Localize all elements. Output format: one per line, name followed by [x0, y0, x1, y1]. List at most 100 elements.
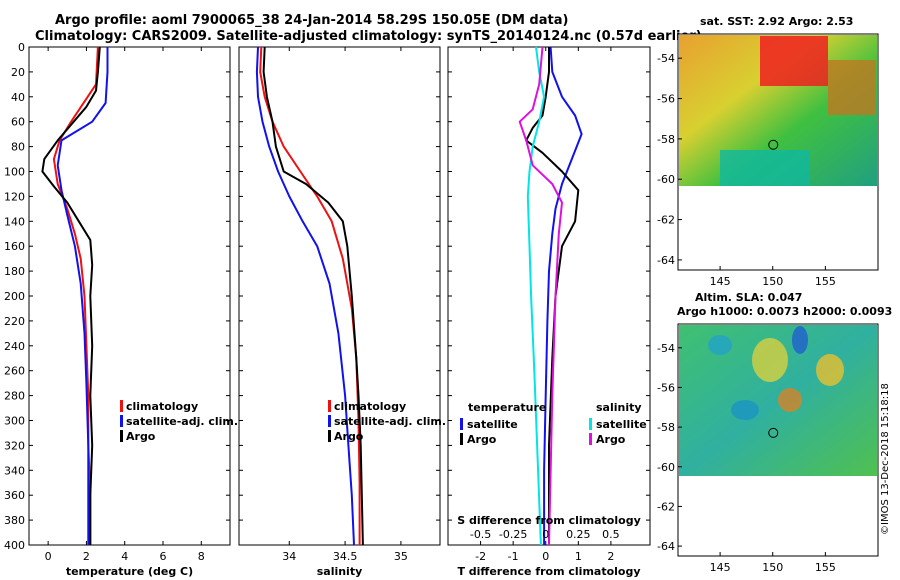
- legend-label: Argo: [126, 430, 156, 443]
- series-line-climatology: [259, 46, 361, 545]
- x-axis-label: salinity: [317, 565, 363, 578]
- title-line-2: Climatology: CARS2009. Satellite-adjuste…: [35, 29, 702, 44]
- x-tick-label: 2: [83, 550, 90, 563]
- x-axis-label: temperature (deg C): [66, 565, 193, 578]
- legend-label: satellite-adj. clim.: [334, 415, 446, 428]
- map-y-tick-label: -62: [657, 500, 675, 513]
- map-y-tick-label: -60: [657, 173, 675, 186]
- series-line-satellite-s-: [526, 46, 546, 546]
- legend-label: satellite: [467, 418, 518, 431]
- y-tick-label: 140: [4, 215, 25, 228]
- legend-swatch: [589, 418, 592, 430]
- legend-swatch: [328, 415, 331, 427]
- y-tick-label: 120: [4, 190, 25, 203]
- sla-eddy: [778, 388, 802, 412]
- y-tick-label: 100: [4, 166, 25, 179]
- secondary-tick-label: -0.25: [499, 528, 527, 541]
- sla-eddy: [816, 354, 844, 386]
- map-y-tick-label: -56: [657, 93, 675, 106]
- sst-map-panel: sat. SST: 2.92 Argo: 2.53 -54 -56 -58 -60 -6…: [657, 15, 879, 288]
- x-tick-label: 0: [542, 550, 549, 563]
- y-tick-label: 360: [4, 489, 25, 502]
- series-line-satellite-adj-clim-: [56, 47, 109, 545]
- x-tick-label: 0: [45, 550, 52, 563]
- map-y-tick-label: -54: [657, 342, 675, 355]
- x-tick-label: 4: [121, 550, 128, 563]
- series-line-argo: [41, 46, 101, 545]
- sla-eddy: [752, 338, 788, 382]
- sst-warm-patch: [760, 36, 828, 86]
- y-tick-label: 260: [4, 365, 25, 378]
- legend-label: Argo: [596, 433, 626, 446]
- sla-eddy: [708, 335, 732, 355]
- y-tick-label: 60: [11, 116, 25, 129]
- secondary-tick-label: 0.5: [602, 528, 620, 541]
- x-tick-label: 34: [282, 550, 296, 563]
- map-x-tick-label: 150: [762, 561, 783, 574]
- x-tick-label: 34.5: [333, 550, 358, 563]
- sst-map-title: sat. SST: 2.92 Argo: 2.53: [700, 15, 853, 28]
- y-tick-label: 280: [4, 390, 25, 403]
- map-y-tick-label: -62: [657, 214, 675, 227]
- legend-swatch: [460, 433, 463, 445]
- x-tick-label: 1: [575, 550, 582, 563]
- legend-label: Argo: [467, 433, 497, 446]
- x-tick-label: 8: [198, 550, 205, 563]
- x-tick-label: -1: [508, 550, 519, 563]
- y-tick-label: 400: [4, 539, 25, 552]
- legend-label: satellite-adj. clim.: [126, 415, 238, 428]
- y-tick-label: 40: [11, 91, 25, 104]
- map-x-tick-label: 145: [710, 561, 731, 574]
- legend-group-title: temperature: [468, 401, 546, 414]
- y-tick-label: 220: [4, 315, 25, 328]
- sla-map-title: Altim. SLA: 0.047: [695, 291, 802, 304]
- map-y-tick-label: -56: [657, 381, 675, 394]
- legend-swatch: [120, 430, 123, 442]
- difference-panel: -2 -1 0 1 2 T difference from climatology S di…: [447, 46, 651, 578]
- y-tick-label: 80: [11, 141, 25, 154]
- x-axis-label: T difference from climatology: [457, 565, 640, 578]
- legend-swatch: [328, 430, 331, 442]
- y-tick-label: 380: [4, 514, 25, 527]
- y-tick-label: 300: [4, 415, 25, 428]
- y-tick-label: 0: [18, 41, 25, 54]
- temperature-panel: 0204060801001201401601802002202402602803…: [4, 41, 238, 578]
- salinity-plot-frame: [238, 46, 441, 546]
- salinity-panel: 34 34.5 35 salinity climatology satellite-adj…: [238, 46, 446, 578]
- legend-swatch: [120, 415, 123, 427]
- y-tick-label: 340: [4, 464, 25, 477]
- series-line-satellite-adj-clim-: [255, 46, 355, 546]
- legend-label: Argo: [334, 430, 364, 443]
- legend-swatch: [460, 418, 463, 430]
- sla-eddy: [792, 326, 808, 354]
- x-tick-label: 2: [607, 550, 614, 563]
- legend-swatch: [589, 433, 592, 445]
- x-tick-label: 6: [160, 550, 167, 563]
- sla-map-panel: Altim. SLA: 0.047 Argo h1000: 0.0073 h20…: [657, 291, 892, 574]
- map-y-tick-label: -64: [657, 540, 675, 553]
- secondary-tick-label: 0.25: [566, 528, 591, 541]
- map-y-tick-label: -58: [657, 133, 675, 146]
- temperature-plot-frame: [28, 46, 231, 546]
- legend-swatch: [120, 400, 123, 412]
- secondary-axis-title: S difference from climatology: [457, 514, 641, 527]
- y-tick-label: 240: [4, 340, 25, 353]
- x-tick-label: -2: [475, 550, 486, 563]
- sla-map-subtitle: Argo h1000: 0.0073 h2000: 0.0093: [677, 305, 892, 318]
- map-y-tick-label: -64: [657, 254, 675, 267]
- y-tick-label: 20: [11, 66, 25, 79]
- y-tick-label: 320: [4, 439, 25, 452]
- y-tick-label: 200: [4, 290, 25, 303]
- legend-label: climatology: [334, 400, 406, 413]
- series-line-argo: [262, 46, 364, 546]
- legend-label: satellite: [596, 418, 647, 431]
- map-y-tick-label: -54: [657, 52, 675, 65]
- x-tick-label: 35: [394, 550, 408, 563]
- sla-argo-marker: [768, 427, 779, 438]
- series-line-argo-s-: [518, 46, 563, 546]
- map-x-tick-label: 150: [762, 275, 783, 288]
- sst-brown-patch: [828, 60, 876, 115]
- map-x-tick-label: 155: [815, 561, 836, 574]
- title-line-1: Argo profile: aoml 7900065_38 24-Jan-201…: [55, 13, 569, 28]
